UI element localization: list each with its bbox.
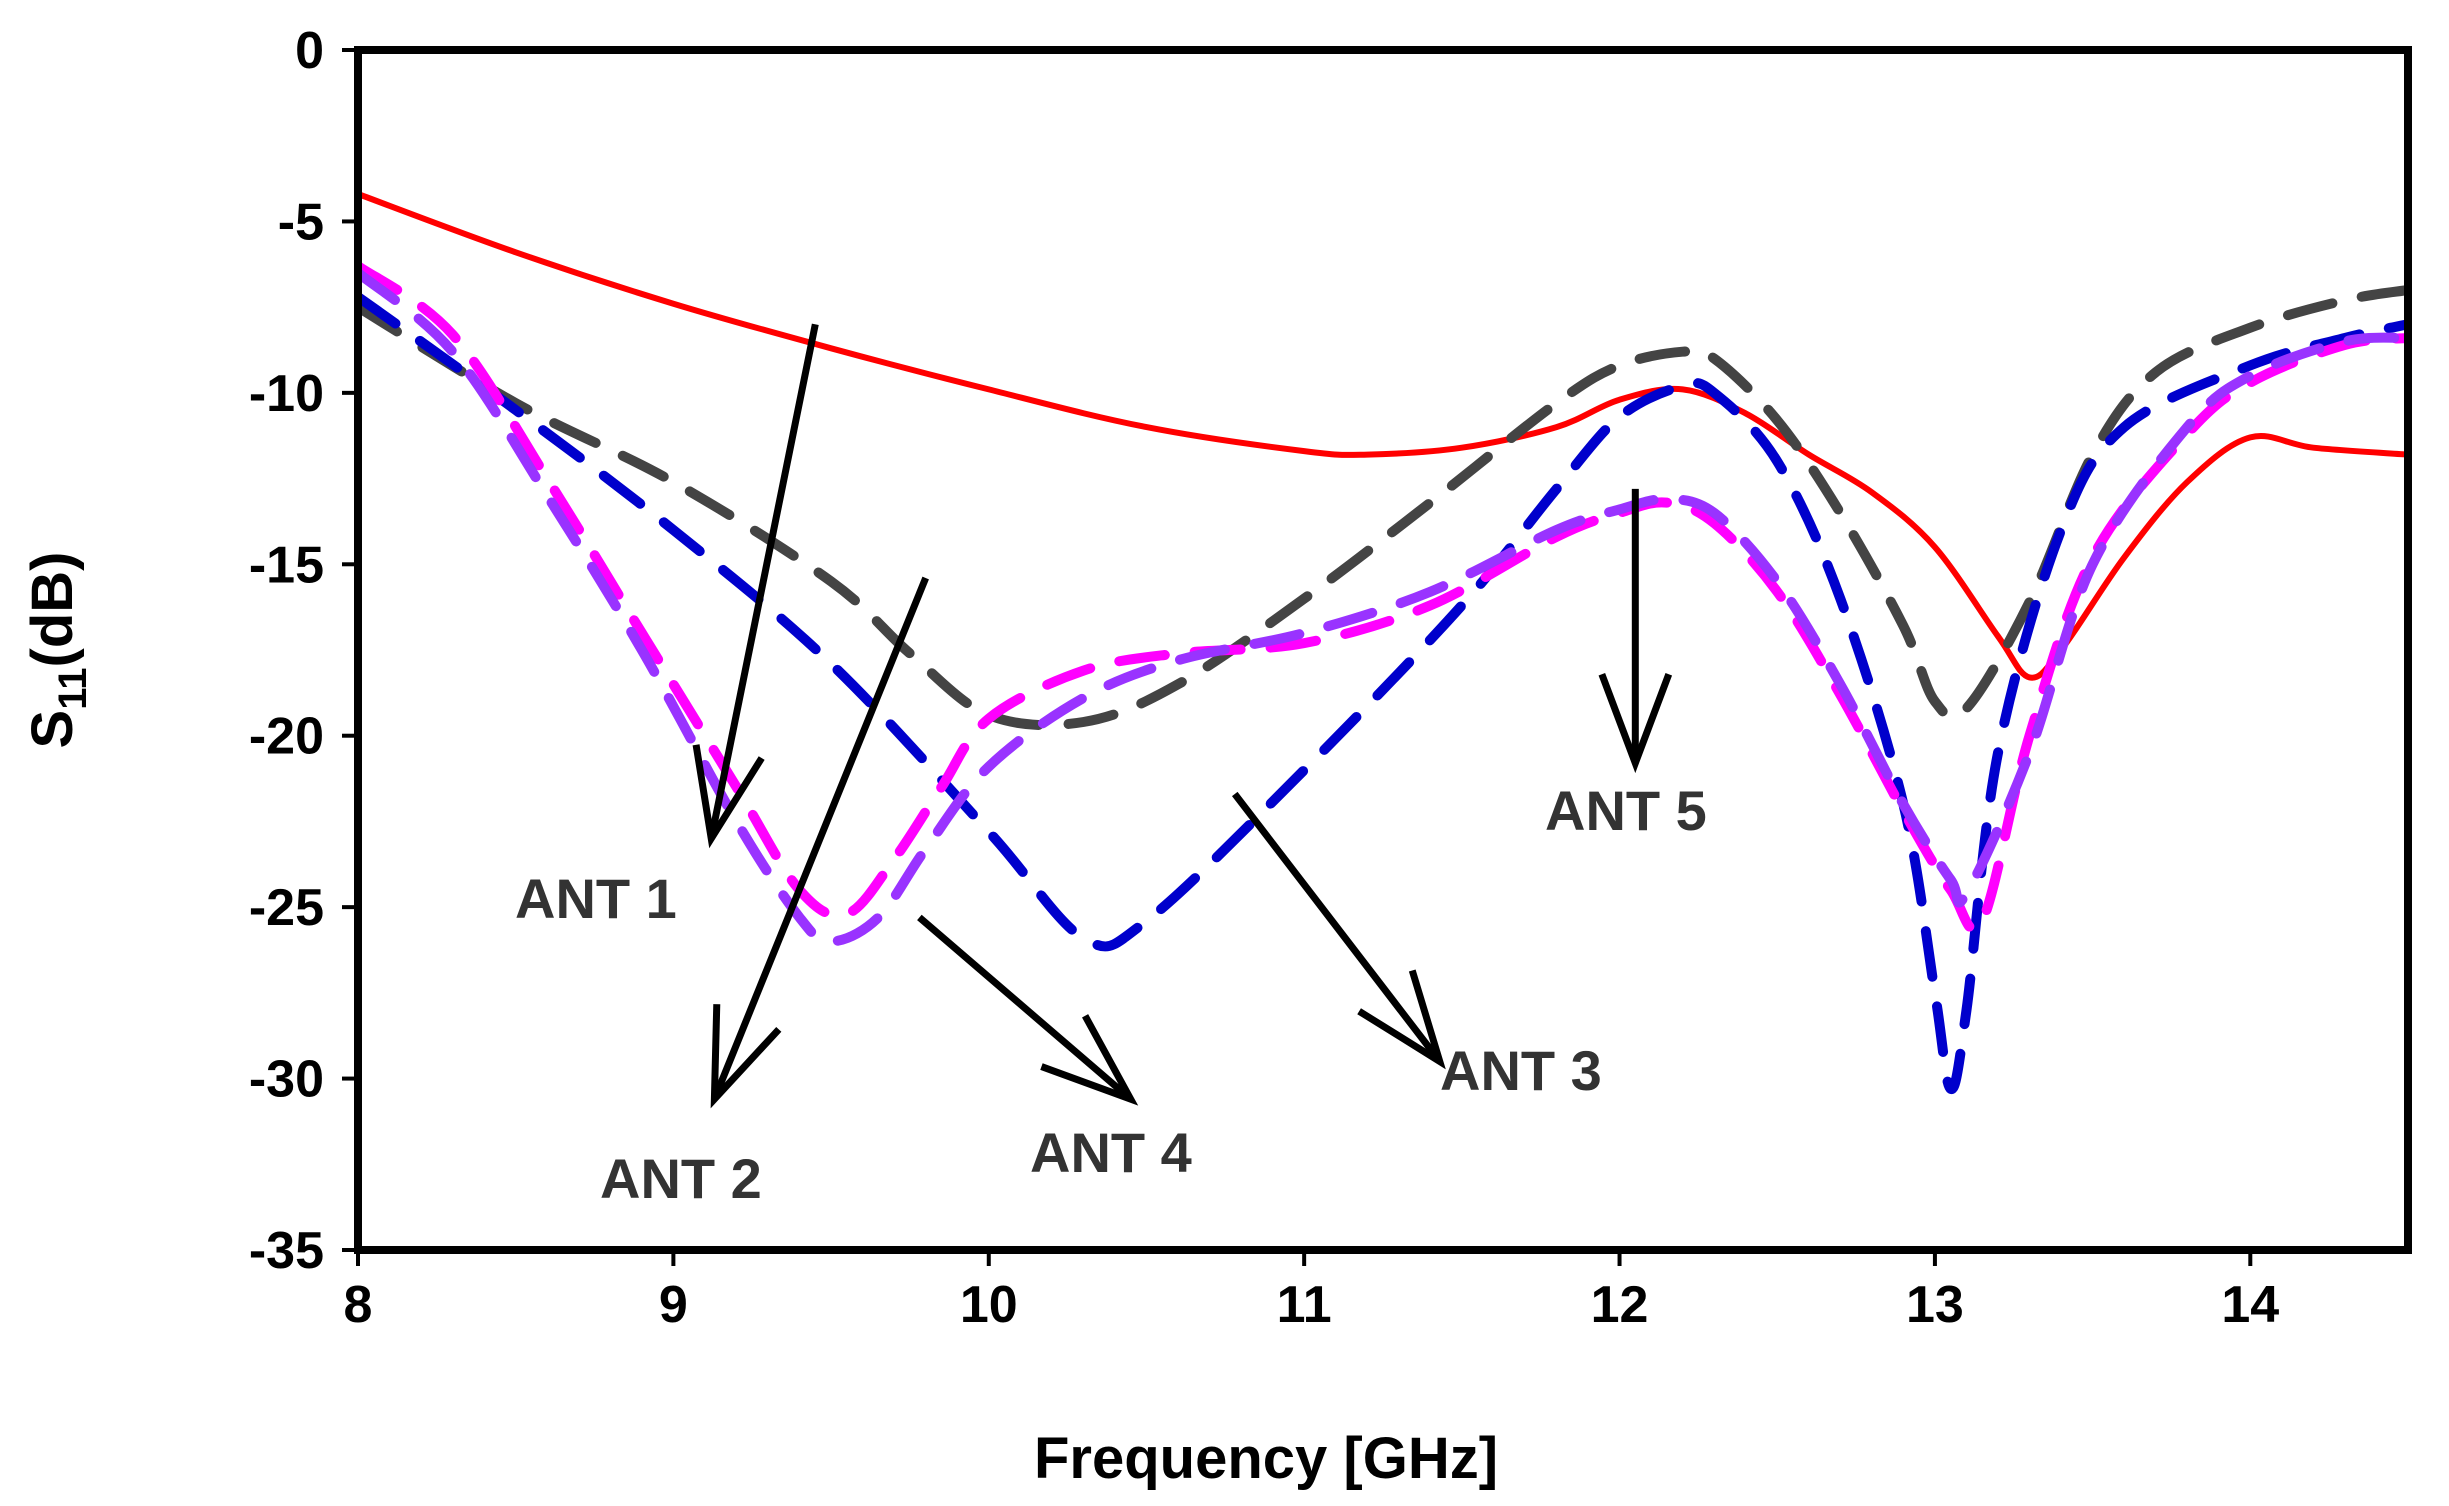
arrow-shaft-ant-2 (711, 576, 929, 1101)
y-axis-title-unit: (dB) (20, 552, 85, 668)
annotation-layer: ANT 1 ANT 2 ANT 4 ANT 3 ANT 5 (515, 323, 1707, 1210)
y-axis-title-sub: 11 (51, 667, 95, 709)
x-tick-label-10: 10 (960, 1276, 1018, 1334)
y-tick-label-35: -35 (249, 1222, 324, 1280)
x-tick-label-8: 8 (344, 1276, 373, 1334)
annotation-ant-5: ANT 5 (1545, 488, 1707, 842)
annotation-ant-1: ANT 1 (515, 323, 819, 930)
y-tick-label-30: -30 (249, 1051, 324, 1109)
x-tick-label-14: 14 (2221, 1276, 2279, 1334)
arrow-head-ant-4 (1040, 1014, 1139, 1106)
arrow-head-ant-5 (1598, 672, 1673, 774)
annotation-label-ant-3: ANT 3 (1440, 1039, 1602, 1102)
series-line-ant-5 (358, 267, 2408, 947)
y-tick-label-5: -5 (278, 193, 324, 251)
y-axis-title-main: S (20, 710, 85, 749)
x-axis-title: Frequency [GHz] (1034, 1426, 1498, 1491)
annotation-ant-4: ANT 4 (917, 914, 1192, 1184)
series-line-ant-4 (358, 261, 2408, 935)
annotation-label-ant-1: ANT 1 (515, 867, 677, 930)
y-tick-label-15: -15 (249, 536, 324, 594)
y-tick-label-10: -10 (249, 365, 324, 423)
x-tick-label-12: 12 (1591, 1276, 1649, 1334)
arrow-shaft-ant-1 (707, 323, 819, 840)
annotation-ant-3: ANT 3 (1231, 791, 1602, 1102)
arrow-shaft-ant-3 (1231, 791, 1443, 1064)
annotation-label-ant-5: ANT 5 (1545, 779, 1707, 842)
x-tick-label-11: 11 (1277, 1276, 1332, 1334)
annotation-label-ant-4: ANT 4 (1030, 1121, 1192, 1184)
plot-frame (354, 46, 2412, 1254)
y-tick-label-0: 0 (295, 22, 324, 80)
arrow-head-ant-3 (1357, 969, 1446, 1070)
y-tick-label-25: -25 (249, 879, 324, 937)
series-line-ant-2 (358, 285, 2408, 731)
annotation-label-ant-2: ANT 2 (600, 1147, 762, 1210)
annotation-ant-2: ANT 2 (600, 576, 929, 1210)
x-tick-label-13: 13 (1906, 1276, 1964, 1334)
arrow-head-ant-1 (692, 744, 765, 849)
y-axis-title: S11(dB) (20, 552, 95, 749)
series-layer (358, 191, 2408, 1094)
y-tick-label-20: -20 (249, 708, 324, 766)
arrow-head-ant-2 (710, 1004, 782, 1109)
series-line-ant-3 (358, 291, 2408, 1094)
x-tick-label-9: 9 (659, 1276, 688, 1334)
arrow-shaft-ant-4 (917, 914, 1133, 1102)
axes-layer: 8 9 10 11 12 13 14 0 -5 -10 -15 -20 -25 -30 -35 (249, 22, 2279, 1334)
